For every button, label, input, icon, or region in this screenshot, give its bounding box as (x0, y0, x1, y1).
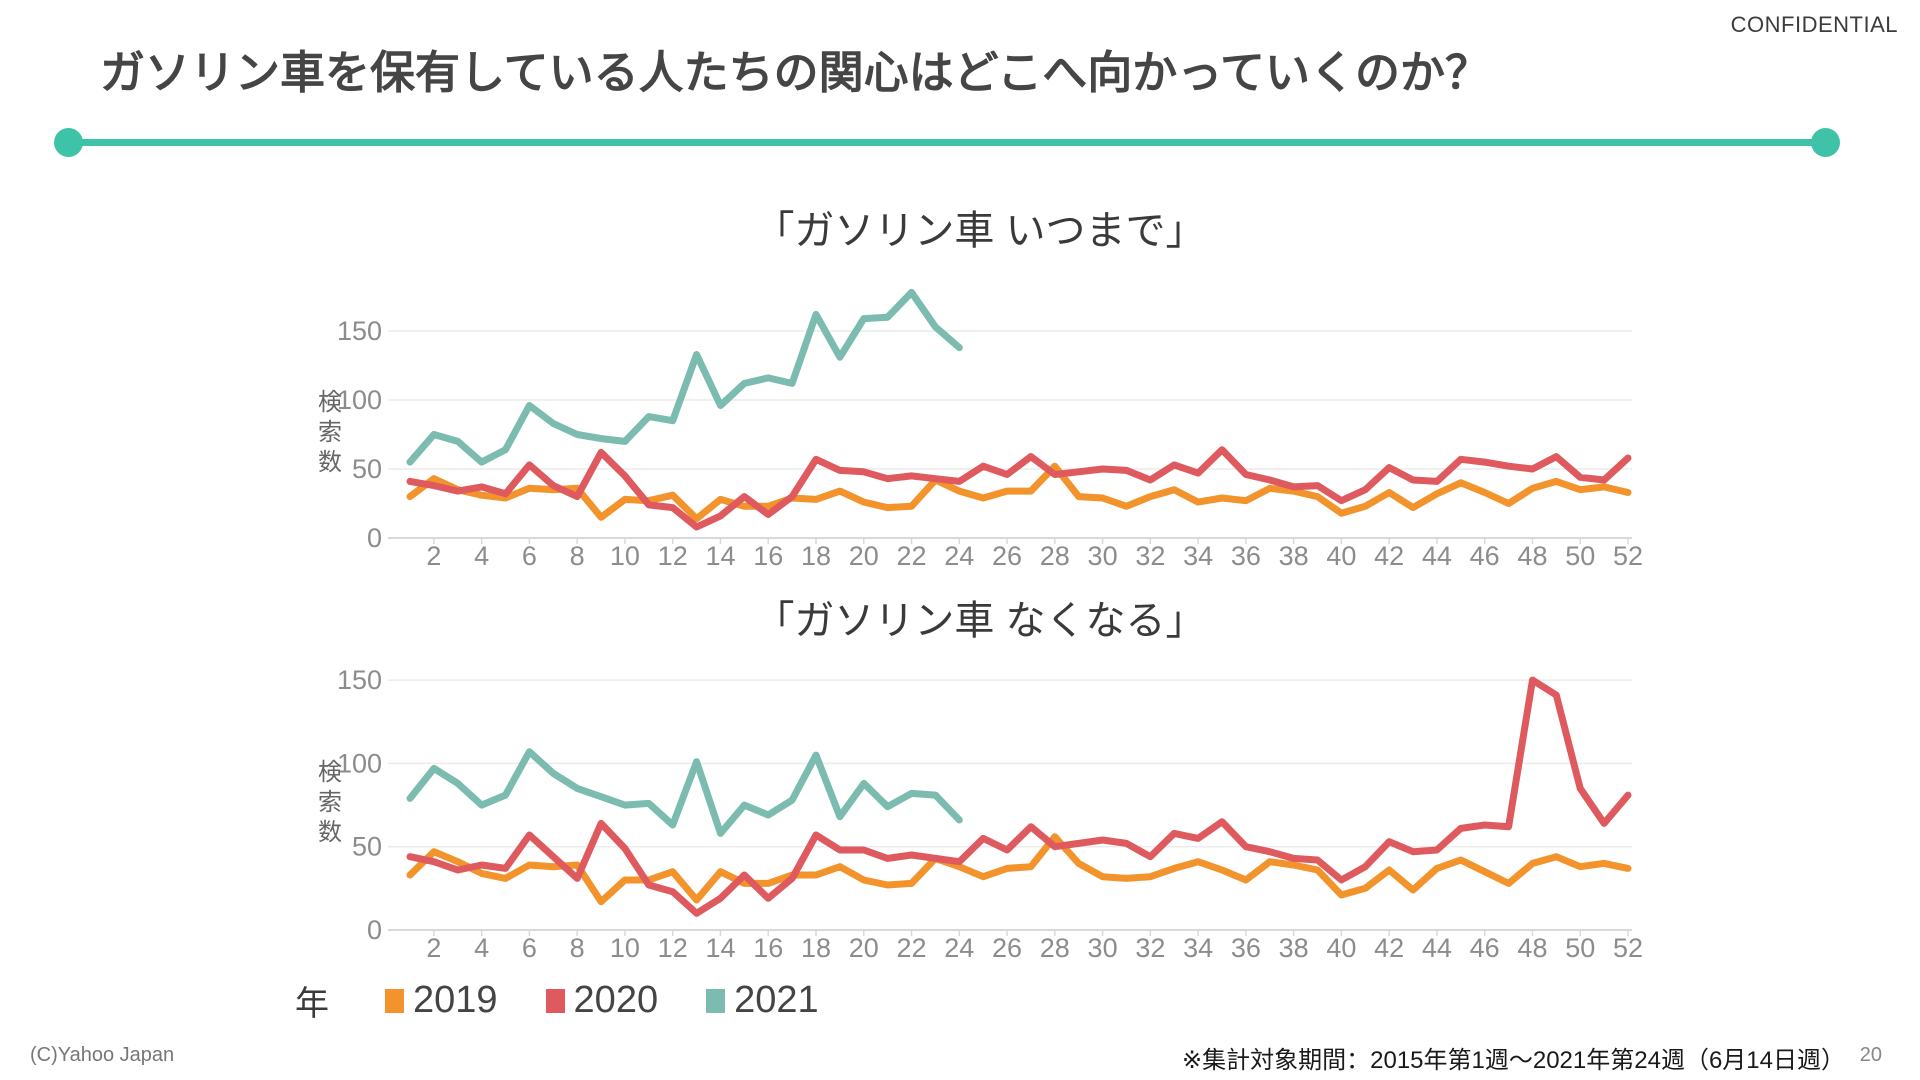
legend-label-2019: 2019 (413, 979, 498, 1021)
series-line-2021 (406, 288, 963, 466)
xtick-label-8: 8 (570, 933, 585, 963)
xtick-label-14: 14 (705, 933, 735, 963)
xtick-label-48: 48 (1517, 933, 1547, 963)
legend-swatch-2021 (706, 988, 726, 1013)
xtick-label-20: 20 (849, 933, 879, 963)
legend-label-2021: 2021 (734, 979, 819, 1021)
page-number: 20 (1859, 1044, 1882, 1066)
xtick-label-42: 42 (1374, 933, 1404, 963)
xtick-label-30: 30 (1088, 541, 1118, 571)
xtick-label-36: 36 (1231, 541, 1261, 571)
xtick-label-38: 38 (1279, 541, 1309, 571)
xtick-label-24: 24 (944, 541, 974, 571)
xtick-label-40: 40 (1326, 541, 1356, 571)
xtick-label-16: 16 (753, 541, 783, 571)
xtick-label-34: 34 (1183, 933, 1213, 963)
xtick-label-34: 34 (1183, 541, 1213, 571)
xtick-label-32: 32 (1135, 933, 1165, 963)
y-axis-label-char: 索 (318, 789, 342, 816)
y-axis-label-char: 検 (318, 759, 342, 786)
divider-right-dot (1811, 128, 1840, 157)
ytick-label-0: 0 (367, 523, 382, 553)
xtick-label-50: 50 (1565, 933, 1595, 963)
series-line-2021 (406, 748, 963, 837)
y-axis-label-char: 数 (318, 449, 342, 476)
xtick-label-16: 16 (753, 933, 783, 963)
xtick-label-2: 2 (426, 541, 441, 571)
series-line-2020 (406, 676, 1632, 917)
legend-swatch-2019 (385, 988, 404, 1013)
xtick-label-18: 18 (801, 933, 831, 963)
xtick-label-30: 30 (1088, 933, 1118, 963)
xtick-label-12: 12 (658, 541, 688, 571)
y-axis-label-char: 検 (318, 389, 342, 416)
xtick-label-46: 46 (1470, 933, 1500, 963)
confidential-label: CONFIDENTIAL (1730, 12, 1898, 37)
series-line-2019 (406, 462, 1632, 523)
xtick-label-10: 10 (610, 541, 640, 571)
chart2-title: 「ガソリン車 なくなる」 (754, 599, 1206, 643)
xtick-label-48: 48 (1517, 541, 1547, 571)
xtick-label-26: 26 (992, 541, 1022, 571)
xtick-label-22: 22 (896, 933, 926, 963)
title-divider (54, 128, 1840, 157)
xtick-label-8: 8 (570, 541, 585, 571)
xtick-label-38: 38 (1279, 933, 1309, 963)
xtick-label-6: 6 (522, 541, 537, 571)
ytick-label-0: 0 (367, 915, 382, 945)
series-line-2020 (406, 446, 1632, 531)
xtick-label-52: 52 (1613, 541, 1643, 571)
legend-axis-label: 年 (295, 985, 329, 1023)
ytick-label-150: 150 (337, 665, 382, 695)
aggregation-note: ※集計対象期間：2015年第1週～2021年第24週（6月14日週） (1182, 1047, 1845, 1074)
xtick-label-32: 32 (1135, 541, 1165, 571)
chart1-title: 「ガソリン車 いつまで」 (754, 209, 1206, 253)
xtick-label-12: 12 (658, 933, 688, 963)
divider-left-dot (54, 128, 83, 157)
xtick-label-4: 4 (474, 541, 489, 571)
xtick-label-10: 10 (610, 933, 640, 963)
legend-label-2020: 2020 (573, 979, 659, 1021)
ytick-label-50: 50 (352, 454, 382, 484)
xtick-label-2: 2 (426, 933, 441, 963)
xtick-label-44: 44 (1422, 541, 1452, 571)
xtick-label-28: 28 (1040, 541, 1070, 571)
legend-item-2020: 2020 (545, 979, 659, 1022)
xtick-label-4: 4 (474, 933, 489, 963)
xtick-label-22: 22 (896, 541, 926, 571)
xtick-label-50: 50 (1565, 541, 1595, 571)
legend-item-2021: 2021 (706, 979, 819, 1022)
xtick-label-18: 18 (801, 541, 831, 571)
xtick-label-46: 46 (1470, 541, 1500, 571)
xtick-label-42: 42 (1374, 541, 1404, 571)
y-axis-label-char: 数 (318, 819, 342, 846)
xtick-label-26: 26 (992, 933, 1022, 963)
ytick-label-100: 100 (337, 748, 382, 778)
xtick-label-36: 36 (1231, 933, 1261, 963)
series-line-2019 (406, 833, 1632, 906)
xtick-label-14: 14 (705, 541, 735, 571)
xtick-label-52: 52 (1613, 933, 1643, 963)
legend: 年 2019 2020 2021 (295, 976, 867, 1025)
xtick-label-44: 44 (1422, 933, 1452, 963)
xtick-label-24: 24 (944, 933, 974, 963)
ytick-label-100: 100 (337, 385, 382, 415)
xtick-label-6: 6 (522, 933, 537, 963)
xtick-label-28: 28 (1040, 933, 1070, 963)
page-title: ガソリン車を保有している人たちの関心はどこへ向かっていくのか？ (100, 47, 1491, 98)
legend-item-2019: 2019 (385, 979, 498, 1022)
ytick-label-150: 150 (337, 316, 382, 346)
xtick-label-20: 20 (849, 541, 879, 571)
copyright: (C)Yahoo Japan (30, 1044, 175, 1066)
legend-swatch-2020 (545, 988, 565, 1013)
xtick-label-40: 40 (1326, 933, 1356, 963)
y-axis-label-char: 索 (318, 419, 342, 446)
ytick-label-50: 50 (352, 832, 382, 862)
